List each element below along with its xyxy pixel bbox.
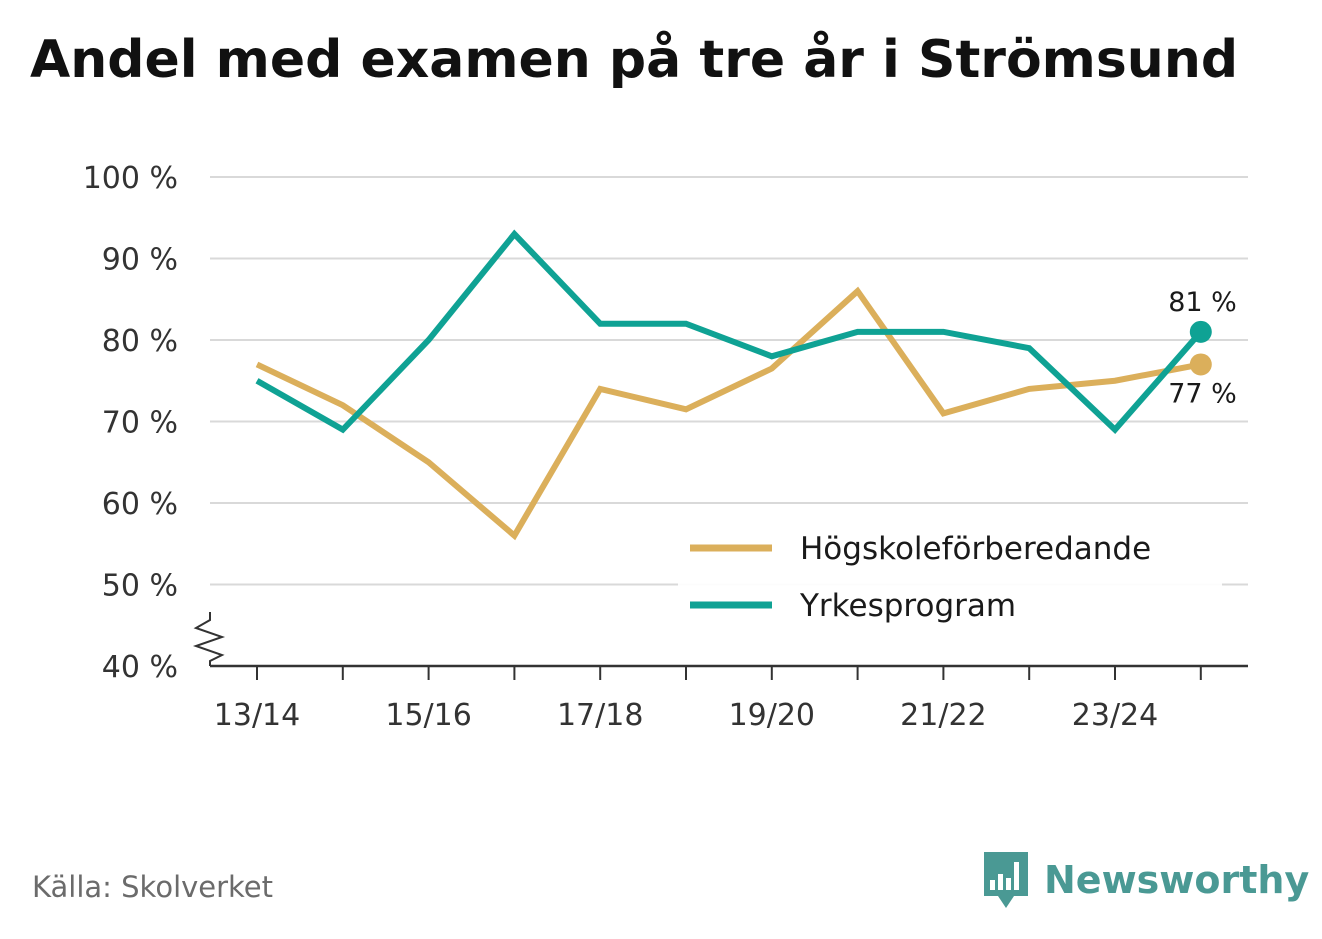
series-lines bbox=[255, 229, 1212, 541]
end-value-label: 77 % bbox=[1168, 378, 1237, 409]
chart-title: Andel med examen på tre år i Strömsund bbox=[30, 30, 1239, 90]
end-labels: 77 % 81 % bbox=[1168, 287, 1237, 410]
series-line-1 bbox=[255, 229, 1204, 434]
x-tick-label: 15/16 bbox=[385, 698, 471, 733]
line-chart: 40 % 50 % 60 % 70 % 80 % 90 % 100 % 13/14 15/16… bbox=[83, 161, 1248, 733]
legend-box bbox=[678, 520, 1222, 638]
y-tick-label: 70 % bbox=[102, 406, 178, 441]
newsworthy-logo-icon bbox=[984, 852, 1028, 908]
x-tick-label: 21/22 bbox=[900, 698, 986, 733]
y-tick-label: 80 % bbox=[102, 324, 178, 359]
end-value-label: 81 % bbox=[1168, 287, 1237, 318]
legend: Högskoleförberedande Yrkesprogram bbox=[678, 520, 1222, 638]
x-tick-label: 19/20 bbox=[729, 698, 815, 733]
source-note: Källa: Skolverket bbox=[32, 870, 274, 904]
axis-break-icon bbox=[192, 612, 226, 666]
series-end-point bbox=[1189, 320, 1212, 343]
y-tick-label: 90 % bbox=[102, 243, 178, 278]
y-axis-ticks: 40 % 50 % 60 % 70 % 80 % 90 % 100 % bbox=[83, 161, 178, 685]
brand-logo: Newsworthy bbox=[982, 850, 1309, 910]
y-tick-label: 60 % bbox=[102, 487, 178, 522]
y-tick-label: 100 % bbox=[83, 161, 178, 196]
legend-label: Yrkesprogram bbox=[799, 588, 1016, 624]
legend-label: Högskoleförberedande bbox=[800, 531, 1151, 567]
x-tick-label: 23/24 bbox=[1072, 698, 1158, 733]
x-tick-label: 13/14 bbox=[214, 698, 300, 733]
brand-name: Newsworthy bbox=[1044, 858, 1310, 902]
y-tick-label: 40 % bbox=[102, 650, 178, 685]
x-tick-label: 17/18 bbox=[557, 698, 643, 733]
x-axis: 13/14 15/16 17/18 19/20 21/22 23/24 bbox=[192, 612, 1248, 733]
y-tick-label: 50 % bbox=[102, 569, 178, 604]
series-line-0 bbox=[255, 286, 1202, 541]
series-end-point bbox=[1189, 353, 1212, 376]
